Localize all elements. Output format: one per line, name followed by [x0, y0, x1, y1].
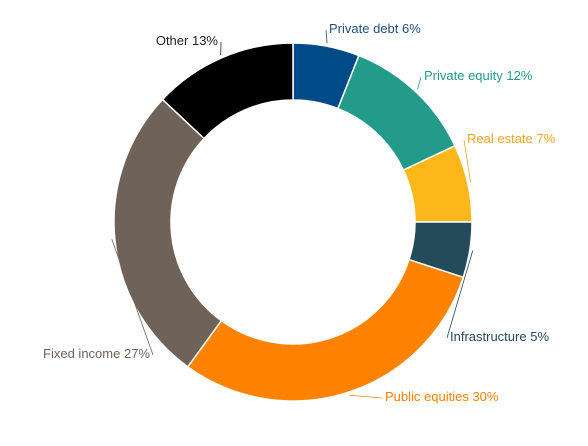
- donut-segment: [186, 258, 465, 402]
- label-value: 12%: [506, 68, 532, 83]
- label-value: 6%: [402, 21, 421, 36]
- label-category: Private equity: [424, 68, 503, 83]
- label-category: Other: [156, 33, 189, 48]
- segment-label: Other 13%: [156, 33, 219, 48]
- donut-segment: [161, 42, 294, 140]
- leader-line: [463, 139, 472, 183]
- label-value: 7%: [536, 131, 555, 146]
- segment-label: Real estate 7%: [467, 131, 556, 146]
- segment-label: Infrastructure 5%: [450, 329, 549, 344]
- segment-label: Private equity 12%: [424, 68, 533, 83]
- label-value: 30%: [472, 389, 498, 404]
- label-value: 5%: [530, 329, 549, 344]
- leader-line: [349, 394, 383, 399]
- donut-segment: [113, 98, 223, 368]
- label-value: 27%: [124, 346, 150, 361]
- leader-line: [417, 76, 422, 90]
- label-category: Infrastructure: [450, 329, 527, 344]
- segment-label: Public equities 30%: [385, 389, 499, 404]
- leader-line: [325, 29, 328, 44]
- label-category: Public equities: [385, 389, 469, 404]
- label-value: 13%: [192, 33, 218, 48]
- label-category: Fixed income: [43, 346, 120, 361]
- leader-line: [446, 250, 474, 339]
- segment-label: Private debt 6%: [329, 21, 421, 36]
- segment-label: Fixed income 27%: [43, 346, 150, 361]
- leader-line: [111, 238, 154, 356]
- label-category: Private debt: [329, 21, 399, 36]
- label-category: Real estate: [467, 131, 533, 146]
